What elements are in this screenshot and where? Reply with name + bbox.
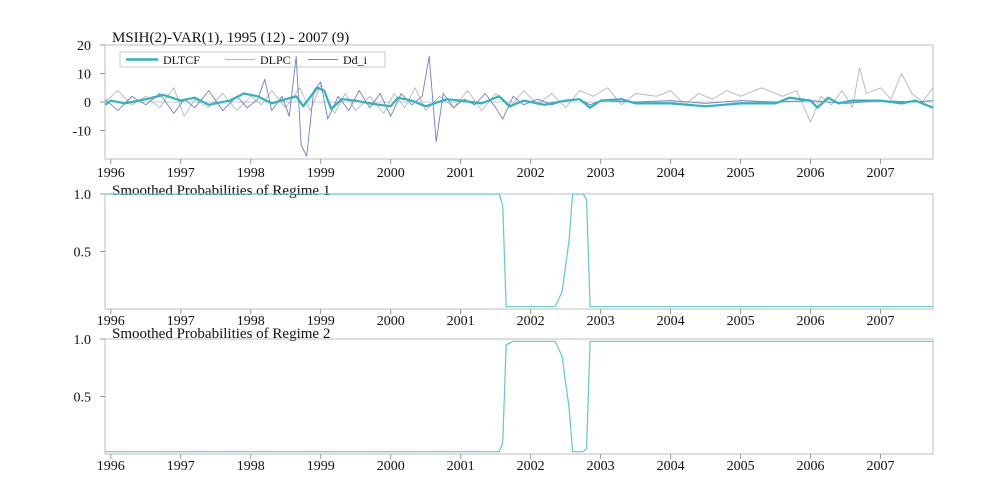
x-tick-label: 2005 [727, 459, 755, 474]
panel-3: Smoothed Probabilities of Regime 2 1.0 0.… [74, 326, 934, 474]
x-tick-label: 2005 [727, 166, 755, 181]
x-tick-label: 1997 [167, 314, 195, 329]
x-tick-label: 2000 [377, 459, 405, 474]
y-tick-label: 1.0 [74, 333, 92, 348]
x-tick-label: 2002 [517, 459, 545, 474]
x-tick-label: 2001 [447, 166, 475, 181]
panel-1-y-axis: 20 10 0 -10 [72, 39, 105, 140]
panel-1-title: MSIH(2)-VAR(1), 1995 (12) - 2007 (9) [112, 30, 349, 46]
panel-2-title: Smoothed Probabilities of Regime 1 [112, 183, 330, 199]
y-tick-label: -10 [72, 125, 91, 140]
panel-1-legend: DLTCF DLPC Dd_i [119, 51, 386, 68]
panel-2-y-axis: 1.0 0.5 [74, 188, 105, 261]
panel-3-x-axis: 1996 1997 1998 1999 2000 2001 2002 2003 2004 2005… [97, 454, 895, 474]
x-tick-label: 1996 [97, 314, 125, 329]
y-tick-label: 20 [77, 39, 91, 54]
series-line-dd-i [104, 55, 934, 157]
x-tick-label: 2003 [587, 166, 615, 181]
probability-line-regime-1 [105, 193, 933, 308]
x-tick-label: 1996 [97, 166, 125, 181]
probability-line-regime-2 [105, 340, 933, 453]
x-tick-label: 2004 [657, 314, 685, 329]
x-tick-label: 2004 [657, 166, 685, 181]
x-tick-label: 2002 [517, 314, 545, 329]
panel-3-title: Smoothed Probabilities of Regime 2 [112, 326, 330, 342]
panel-3-frame [104, 338, 934, 455]
legend-label-dltcf: DLTCF [163, 53, 200, 67]
y-tick-label: 1.0 [74, 188, 92, 203]
x-tick-label: 2003 [587, 314, 615, 329]
panel-2-frame [104, 193, 934, 310]
panel-1-x-axis: 1996 1997 1998 1999 2000 2001 2002 2003 2004 2005… [97, 159, 895, 181]
x-tick-label: 2004 [657, 459, 685, 474]
series-line-dltcf [104, 86, 934, 111]
x-tick-label: 2006 [797, 166, 825, 181]
x-tick-label: 1996 [97, 459, 125, 474]
x-tick-label: 2001 [447, 459, 475, 474]
x-tick-label: 1999 [307, 314, 335, 329]
panel-2: Smoothed Probabilities of Regime 1 1.0 0.… [74, 183, 934, 329]
y-tick-label: 0.5 [74, 246, 92, 261]
x-tick-label: 1999 [307, 166, 335, 181]
x-tick-label: 1998 [237, 459, 265, 474]
panel-3-series [105, 340, 933, 453]
panel-2-x-axis: 1996 1997 1998 1999 2000 2001 2002 2003 2004 2005… [97, 309, 895, 329]
x-tick-label: 2000 [377, 314, 405, 329]
x-tick-label: 1997 [167, 459, 195, 474]
x-tick-label: 1997 [167, 166, 195, 181]
y-tick-label: 0.5 [74, 391, 92, 406]
legend-label-dlpc: DLPC [260, 53, 291, 67]
x-tick-label: 2006 [797, 314, 825, 329]
legend-label-dd-i: Dd_i [343, 53, 368, 67]
x-tick-label: 1998 [237, 166, 265, 181]
y-tick-label: 0 [84, 96, 91, 111]
x-tick-label: 2007 [867, 314, 895, 329]
x-tick-label: 2005 [727, 314, 755, 329]
x-tick-label: 2007 [867, 459, 895, 474]
y-tick-label: 10 [77, 68, 91, 83]
panel-2-series [105, 193, 933, 308]
x-tick-label: 2007 [867, 166, 895, 181]
x-tick-label: 2006 [797, 459, 825, 474]
x-tick-label: 2001 [447, 314, 475, 329]
series-line-dlpc [104, 67, 934, 123]
x-tick-label: 2000 [377, 166, 405, 181]
x-tick-label: 2003 [587, 459, 615, 474]
x-tick-label: 1999 [307, 459, 335, 474]
x-tick-label: 2002 [517, 166, 545, 181]
panel-3-y-axis: 1.0 0.5 [74, 333, 105, 406]
panel-1: MSIH(2)-VAR(1), 1995 (12) - 2007 (9) DLT… [72, 30, 934, 181]
x-tick-label: 1998 [237, 314, 265, 329]
panel-1-series [104, 55, 934, 157]
